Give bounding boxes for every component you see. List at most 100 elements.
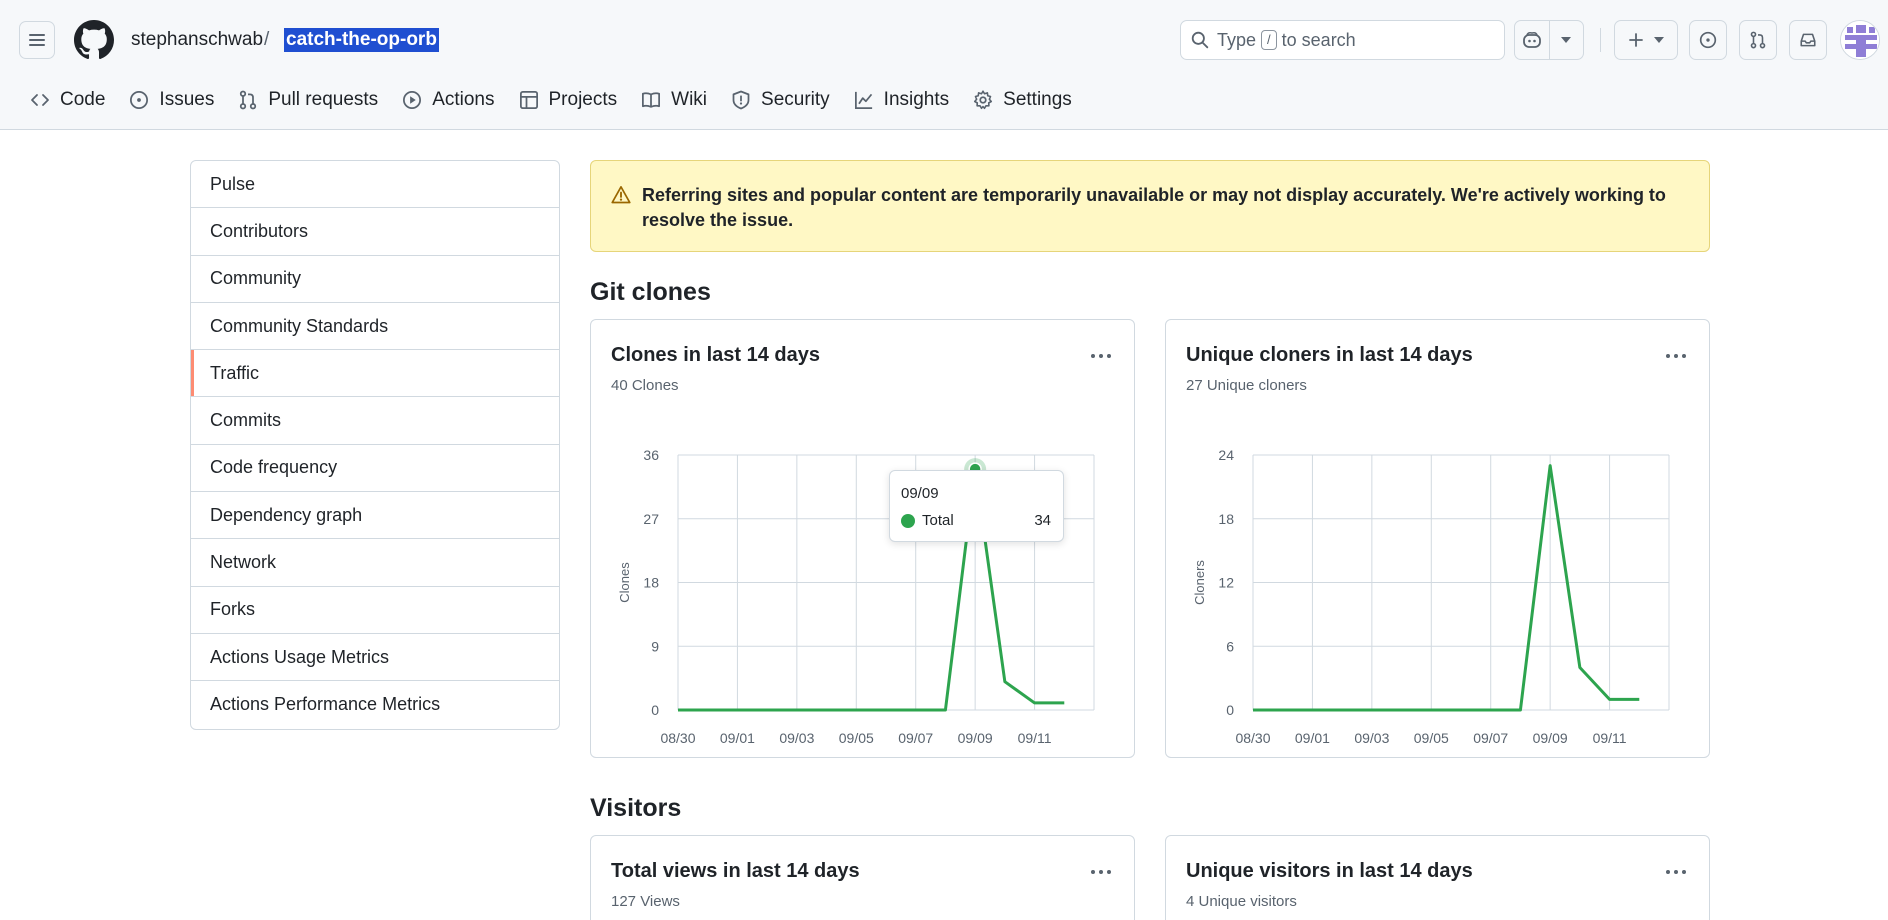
sidebar-item-actions-performance-metrics[interactable]: Actions Performance Metrics — [210, 694, 441, 715]
github-logo-icon[interactable] — [74, 20, 114, 60]
notifications-button[interactable] — [1789, 20, 1827, 60]
tab-wiki[interactable]: Wiki — [629, 80, 719, 120]
x-tick-label: 08/30 — [1235, 730, 1270, 746]
kebab-horizontal-icon[interactable] — [1086, 862, 1116, 882]
search-input[interactable]: Type / to search — [1180, 20, 1505, 60]
sidebar-item-contributors[interactable]: Contributors — [191, 208, 559, 256]
tooltip-value: 34 — [1034, 512, 1051, 529]
search-suffix: to search — [1281, 29, 1356, 50]
y-tick-label: 24 — [1218, 447, 1234, 463]
y-tick-label: 9 — [651, 638, 659, 654]
x-tick-label: 09/09 — [1533, 730, 1568, 746]
tab-actions[interactable]: Actions — [390, 80, 506, 120]
kebab-horizontal-icon[interactable] — [1661, 862, 1691, 882]
search-prefix: Type — [1217, 29, 1257, 50]
repository-nav: Code Issues Pull requests Actions Projec… — [0, 80, 1888, 130]
git-pull-request-icon — [240, 90, 257, 110]
header-divider — [1600, 28, 1601, 52]
tab-settings[interactable]: Settings — [961, 80, 1084, 120]
tooltip-series-label: Total — [922, 512, 954, 529]
tab-projects[interactable]: Projects — [507, 80, 630, 120]
card-subtitle: 127 Views — [611, 893, 680, 910]
y-tick-label: 0 — [1226, 702, 1234, 718]
gear-icon — [974, 90, 993, 110]
card-subtitle: 4 Unique visitors — [1186, 893, 1297, 910]
tab-pull-requests[interactable]: Pull requests — [226, 80, 390, 120]
y-axis-title: Cloners — [1192, 560, 1207, 605]
tab-security[interactable]: Security — [719, 80, 842, 120]
sidebar-item-commits[interactable]: Commits — [191, 397, 559, 445]
alert-icon — [611, 186, 631, 204]
clones-chart: 0 9 18 27 36 Clones 08/30 09/01 09/03 09/05 09/07 0… — [617, 447, 1095, 746]
sidebar-item-pulse[interactable]: Pulse — [191, 161, 559, 209]
tab-label: Actions — [432, 89, 495, 110]
issue-opened-icon — [1699, 31, 1717, 49]
y-tick-label: 12 — [1218, 575, 1234, 591]
copilot-icon — [1522, 31, 1541, 48]
code-icon — [31, 94, 49, 106]
your-issues-button[interactable] — [1689, 20, 1727, 60]
tab-issues[interactable]: Issues — [117, 80, 226, 120]
copilot-dropdown-button[interactable] — [1548, 21, 1584, 59]
section-title-git-clones: Git clones — [590, 278, 711, 306]
x-tick-label: 09/07 — [898, 730, 933, 746]
breadcrumb-repo[interactable]: catch-the-op-orb — [284, 28, 439, 52]
sidebar-item-forks[interactable]: Forks — [191, 587, 559, 634]
y-tick-label: 36 — [643, 447, 659, 463]
x-tick-label: 09/01 — [1295, 730, 1330, 746]
series-line — [1253, 464, 1640, 712]
sidebar-item-traffic[interactable]: Traffic — [191, 350, 559, 398]
sidebar-item-dependency-graph[interactable]: Dependency graph — [191, 492, 559, 540]
breadcrumb-owner[interactable]: stephanschwab — [131, 29, 264, 50]
tab-code[interactable]: Code — [18, 80, 117, 120]
create-new-button[interactable] — [1614, 20, 1678, 60]
plus-icon — [1629, 33, 1643, 47]
unique-cloners-chart: 0 6 12 18 24 Cloners 08/30 09/01 09/03 09/05 09/07… — [1192, 447, 1670, 746]
sidebar-item-code-frequency[interactable]: Code frequency — [191, 445, 559, 493]
kebab-horizontal-icon[interactable] — [1086, 346, 1116, 366]
tooltip-date: 09/09 — [901, 485, 939, 502]
x-tick-label: 09/09 — [958, 730, 993, 746]
insights-sidebar: Pulse Contributors Community Community S… — [190, 160, 560, 730]
sidebar-item-community[interactable]: Community — [191, 256, 559, 303]
tab-label: Code — [60, 89, 106, 110]
app-header: stephanschwab / catch-the-op-orb Type / … — [0, 0, 1888, 130]
chart-tooltip: 09/09 Total 34 — [889, 470, 1064, 542]
y-axis-title: Clones — [617, 562, 632, 603]
y-tick-label: 18 — [1218, 511, 1234, 527]
unique-visitors-card: Unique visitors in last 14 days 4 Unique… — [1165, 835, 1710, 920]
tooltip-series-dot — [901, 514, 915, 528]
sidebar-item-actions-usage-metrics[interactable]: Actions Usage Metrics — [191, 634, 559, 682]
card-title: Clones in last 14 days — [611, 344, 820, 366]
x-tick-label: 09/07 — [1473, 730, 1508, 746]
sidebar-item-network[interactable]: Network — [191, 539, 559, 587]
clones-card: Clones in last 14 days 40 Clones 0 9 18 27 3… — [590, 319, 1135, 758]
triangle-down-icon — [1561, 37, 1572, 43]
x-tick-label: 09/05 — [1414, 730, 1449, 746]
table-icon — [519, 91, 538, 109]
copilot-button[interactable] — [1515, 21, 1549, 59]
git-pull-request-icon — [1750, 31, 1766, 49]
menu-button[interactable] — [19, 21, 55, 59]
tab-label: Wiki — [671, 89, 708, 110]
tab-insights[interactable]: Insights — [842, 80, 961, 120]
kebab-horizontal-icon[interactable] — [1661, 346, 1691, 366]
y-tick-label: 6 — [1226, 638, 1234, 654]
unique-cloners-card: Unique cloners in last 14 days 27 Unique… — [1165, 319, 1710, 758]
card-title: Unique visitors in last 14 days — [1186, 860, 1473, 882]
sidebar-item-community-standards[interactable]: Community Standards — [191, 303, 559, 351]
x-tick-label: 09/11 — [1018, 730, 1052, 746]
user-avatar[interactable] — [1840, 20, 1880, 60]
tab-label: Settings — [1003, 89, 1072, 110]
section-title-visitors: Visitors — [590, 794, 682, 822]
card-subtitle: 27 Unique cloners — [1186, 377, 1307, 394]
your-pull-requests-button[interactable] — [1739, 20, 1777, 60]
hamburger-icon — [29, 34, 45, 46]
tab-label: Insights — [883, 89, 950, 110]
x-tick-label: 09/03 — [779, 730, 814, 746]
y-tick-label: 27 — [643, 511, 659, 527]
graph-icon — [854, 91, 872, 109]
x-tick-label: 09/11 — [1593, 730, 1627, 746]
tab-label: Projects — [548, 89, 618, 110]
total-views-card: Total views in last 14 days 127 Views — [590, 835, 1135, 920]
